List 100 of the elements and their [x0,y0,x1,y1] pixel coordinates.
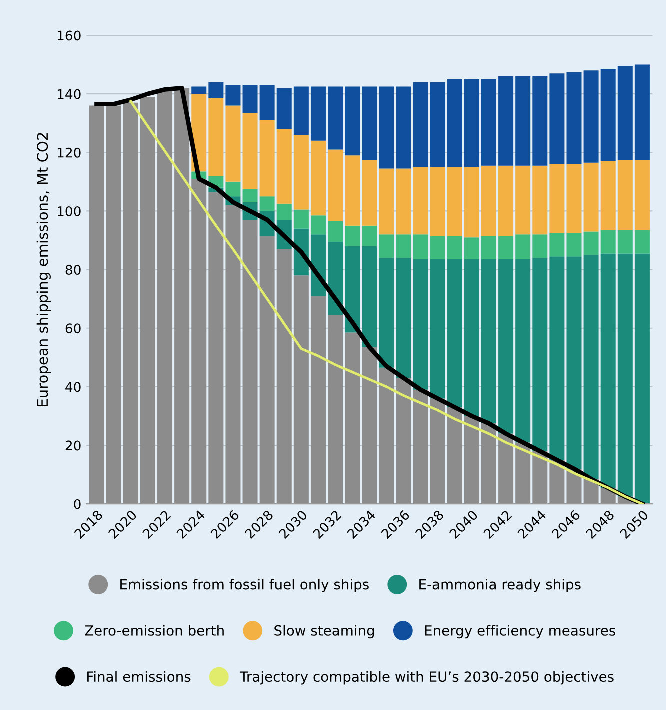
bar [550,74,565,164]
bar [276,129,292,204]
bar [345,332,360,504]
bar [276,204,292,220]
bar [498,236,514,260]
bar [379,86,394,169]
bar [584,162,599,232]
bar [362,86,378,160]
bar [600,254,616,488]
bar [123,102,138,504]
legend-label: Slow steaming [274,625,374,639]
bar [634,160,650,230]
bar [362,347,378,504]
bar [516,442,531,504]
bar [242,113,258,190]
bar [430,236,446,260]
y-tick-label: 40 [66,382,81,392]
bar [566,256,582,469]
bar [481,79,496,166]
bar [310,86,326,141]
bar [498,76,514,166]
bar [294,210,309,229]
bar [208,82,224,98]
bar [447,407,462,504]
y-tick-label: 120 [58,148,81,158]
bar [174,88,190,504]
bar [634,230,650,254]
bar [276,88,292,130]
bar [464,167,480,238]
bar [618,160,633,230]
bar [242,85,258,114]
bar [447,260,462,408]
legend-label: Energy efficiency measures [425,625,616,639]
bar [345,156,360,226]
legend-label: Trajectory compatible with EU’s 2030-2050 objectives [240,671,614,685]
bar [192,179,207,504]
bar [242,220,258,504]
bar [396,168,412,235]
bar [226,182,241,197]
bar [532,234,548,258]
bar [362,226,378,246]
bar [498,166,514,236]
bar [328,86,344,150]
bar [413,82,428,168]
y-tick-label: 60 [66,324,81,334]
y-tick-label: 80 [66,265,81,275]
bar [481,166,496,236]
bar [396,378,412,504]
legend-label: Final emissions [88,671,191,682]
bar [618,254,633,497]
bar [566,164,582,234]
bar [345,86,360,156]
bar [464,260,480,416]
bar [396,86,412,169]
bar [158,91,173,504]
y-axis-title: European shipping emissions, Mt CO2 [36,133,51,406]
bar [379,168,394,235]
bar [481,236,496,260]
bar [310,140,326,216]
bar [242,189,258,202]
bar [532,76,548,166]
bar [89,106,104,504]
bar [447,79,462,168]
legend-label: E-ammonia ready ships [420,579,581,592]
bar [550,256,565,460]
y-tick-label: 100 [58,206,81,216]
bar [328,150,344,222]
bar [140,97,156,504]
bar [532,166,548,235]
bar [430,260,446,399]
bar [396,258,412,378]
bar [532,258,548,452]
bar [379,234,394,258]
y-tick-label: 0 [74,499,81,510]
bar [618,66,633,160]
bar [362,160,378,226]
bar [584,255,599,480]
bar [362,246,378,348]
bar [634,64,650,160]
legend-label: Zero-emission berth [85,625,224,636]
bar [379,258,394,368]
bar [498,434,514,504]
bar [192,86,207,94]
bar [618,230,633,254]
bar [413,167,428,235]
bar [481,260,496,424]
bar [550,164,565,234]
bar [413,260,428,390]
bar [584,232,599,256]
bar [464,238,480,260]
bar [516,260,531,443]
bar [260,236,275,504]
bar [516,234,531,260]
bar [516,76,531,166]
bar [294,276,309,504]
bar [294,86,309,136]
bar [584,70,599,163]
bar [447,236,462,260]
legend-label: Emissions from fossil fuel only ships [120,579,369,592]
bar [413,234,428,260]
